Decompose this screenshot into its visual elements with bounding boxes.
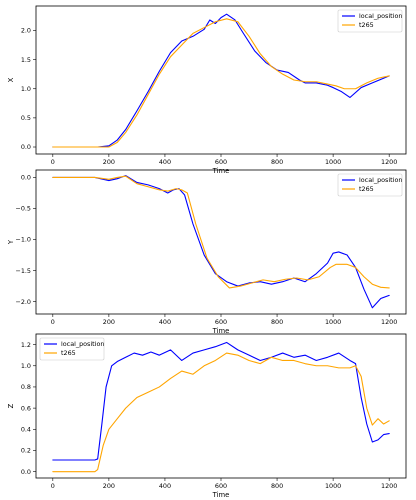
y-tick-label: 2.0 [21, 27, 31, 35]
x-tick-label: 400 [159, 482, 171, 490]
x-tick-label: 0 [51, 318, 55, 326]
x-tick-label: 0 [51, 158, 55, 166]
x-tick-label: 200 [103, 318, 115, 326]
x-tick-label: 600 [215, 318, 227, 326]
y-tick-label: 0.5 [21, 114, 31, 122]
x-tick-label: 1000 [325, 318, 341, 326]
x-tick-label: 1000 [325, 158, 341, 166]
y-tick-label: 0.2 [21, 447, 31, 455]
x-tick-label: 400 [159, 318, 171, 326]
y-tick-label: 0.8 [21, 383, 31, 391]
series-line-local-position [52, 13, 390, 148]
x-tick-label: 600 [215, 482, 227, 490]
x-axis-label: Time [212, 491, 230, 499]
x-tick-label: 200 [103, 482, 115, 490]
y-tick-label: 0.0 [21, 174, 31, 182]
legend-label: local_position [359, 176, 402, 184]
y-axis-label: X [7, 77, 15, 82]
x-tick-label: 1200 [381, 318, 397, 326]
y-tick-label: −1.5 [15, 267, 31, 275]
y-tick-label: −0.5 [15, 205, 31, 213]
x-tick-label: 1200 [381, 158, 397, 166]
x-tick-label: 0 [51, 482, 55, 490]
y-tick-label: −1.0 [15, 236, 31, 244]
subplot-x: 0 200 400 600 800 1000 1200 0.0 0.5 1.0 1.5 2.0 Time… [7, 5, 407, 175]
y-tick-label: 1.2 [21, 341, 31, 349]
x-axis-label: Time [212, 167, 230, 175]
y-tick-label: 0.0 [21, 468, 31, 476]
x-tick-label: 800 [271, 318, 283, 326]
series-line-t265 [52, 18, 390, 148]
x-tick-label: 1000 [325, 482, 341, 490]
legend-label: t265 [359, 21, 374, 29]
legend-label: local_position [359, 12, 402, 20]
y-tick-label: 0.0 [21, 143, 31, 151]
series-line-local-position [52, 175, 390, 309]
legend-label: t265 [61, 349, 76, 357]
y-axis-label: Z [7, 403, 15, 408]
y-tick-label: 1.0 [21, 362, 31, 370]
y-tick-label: 0.4 [21, 425, 31, 433]
x-axis-label: Time [212, 327, 230, 335]
subplot-z: 0 200 400 600 800 1000 1200 0.0 0.2 0.4 0.6 0.8 1.0 1… [7, 333, 407, 499]
y-tick-label: 1.0 [21, 85, 31, 93]
y-axis-label: Y [7, 239, 15, 245]
y-tick-label: 0.6 [21, 404, 31, 412]
y-tick-label: 1.5 [21, 56, 31, 64]
subplot-y: 0 200 400 600 800 1000 1200 0.0 −0.5 −1.0 −1.5 −2.0… [7, 169, 407, 335]
series-line-t265 [52, 175, 390, 289]
legend-label: local_position [61, 340, 104, 348]
x-tick-label: 400 [159, 158, 171, 166]
x-tick-label: 200 [103, 158, 115, 166]
x-tick-label: 800 [271, 482, 283, 490]
y-tick-label: −2.0 [15, 298, 31, 306]
x-tick-label: 800 [271, 158, 283, 166]
x-tick-label: 600 [215, 158, 227, 166]
series-line-t265 [52, 352, 390, 473]
x-tick-label: 1200 [381, 482, 397, 490]
legend-label: t265 [359, 185, 374, 193]
series-line-local-position [52, 341, 390, 461]
